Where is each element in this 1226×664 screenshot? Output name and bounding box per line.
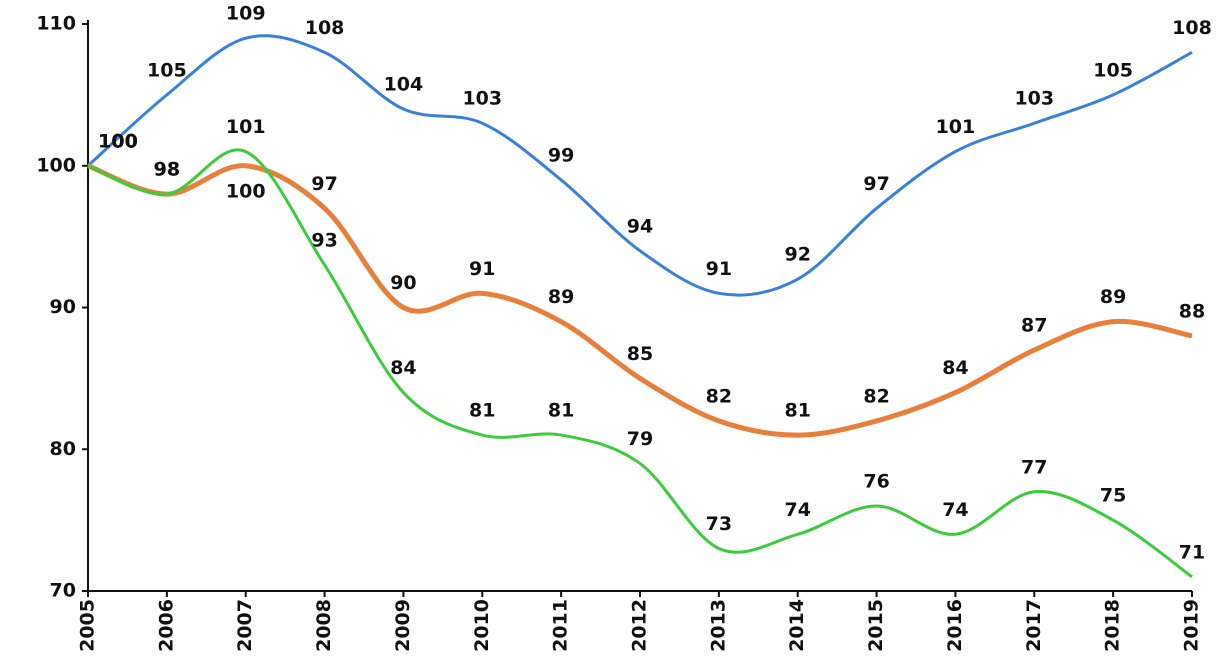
- data-label: 101: [936, 116, 976, 138]
- data-label: 90: [390, 272, 416, 294]
- data-label: 84: [390, 357, 416, 379]
- data-label: 91: [469, 258, 495, 280]
- data-label: 100: [98, 130, 138, 152]
- data-label: 103: [462, 88, 502, 110]
- data-label: 84: [942, 357, 968, 379]
- x-tick-label: 2015: [865, 599, 887, 652]
- data-label: 81: [469, 400, 495, 422]
- series-line: [87, 148, 1193, 579]
- series-line: [86, 34, 1193, 297]
- data-label: 88: [1179, 300, 1205, 322]
- data-label: 108: [1172, 17, 1212, 39]
- data-label: 74: [942, 499, 968, 521]
- x-tick-label: 2008: [313, 599, 335, 652]
- x-tick-label: 2006: [155, 599, 177, 652]
- data-label: 97: [311, 173, 337, 195]
- data-label: 100: [226, 180, 266, 202]
- data-label: 81: [784, 400, 810, 422]
- data-label: 100: [98, 130, 138, 152]
- data-label: 73: [706, 513, 732, 535]
- x-tick-label: 2013: [707, 599, 729, 652]
- x-tick-label: 2011: [550, 599, 572, 652]
- data-label: 79: [627, 428, 653, 450]
- data-label: 103: [1014, 88, 1054, 110]
- data-label: 92: [784, 244, 810, 266]
- data-label: 108: [305, 17, 345, 39]
- x-tick-label: 2017: [1023, 599, 1045, 652]
- data-label: 109: [226, 3, 266, 25]
- y-tick-label: 90: [50, 296, 76, 318]
- data-label: 82: [863, 385, 889, 407]
- data-label: 100: [98, 130, 138, 152]
- y-tick-label: 80: [50, 438, 76, 460]
- x-tick-label: 2009: [392, 599, 414, 652]
- x-tick-label: 2016: [944, 599, 966, 652]
- data-label: 101: [226, 116, 266, 138]
- data-label: 105: [1093, 59, 1133, 81]
- data-label: 74: [784, 499, 810, 521]
- data-label: 77: [1021, 456, 1047, 478]
- data-label: 105: [147, 59, 187, 81]
- x-tick-label: 2014: [786, 599, 808, 652]
- data-label: 104: [384, 74, 424, 96]
- y-tick-label: 110: [36, 13, 76, 35]
- data-label: 81: [548, 400, 574, 422]
- x-tick-label: 2007: [234, 599, 256, 652]
- y-tick-label: 100: [36, 154, 76, 176]
- x-tick-label: 2018: [1102, 599, 1124, 652]
- x-tick-label: 2010: [471, 599, 493, 652]
- x-tick-label: 2005: [77, 599, 99, 652]
- data-label: 94: [627, 215, 653, 237]
- x-tick-label: 2019: [1181, 599, 1203, 652]
- series-line: [87, 163, 1193, 438]
- data-label: 76: [863, 470, 889, 492]
- data-label: 99: [548, 144, 574, 166]
- x-tick-label: 2012: [629, 599, 651, 652]
- data-label: 98: [154, 159, 180, 181]
- data-label: 97: [863, 173, 889, 195]
- data-label: 82: [706, 385, 732, 407]
- data-label: 89: [548, 286, 574, 308]
- data-label: 71: [1179, 541, 1205, 563]
- data-label: 85: [627, 343, 653, 365]
- data-label: 87: [1021, 315, 1047, 337]
- data-label: 91: [706, 258, 732, 280]
- data-label: 75: [1100, 485, 1126, 507]
- data-label: 98: [154, 159, 180, 181]
- data-label: 89: [1100, 286, 1126, 308]
- y-tick-label: 70: [50, 580, 76, 602]
- data-label: 93: [311, 229, 337, 251]
